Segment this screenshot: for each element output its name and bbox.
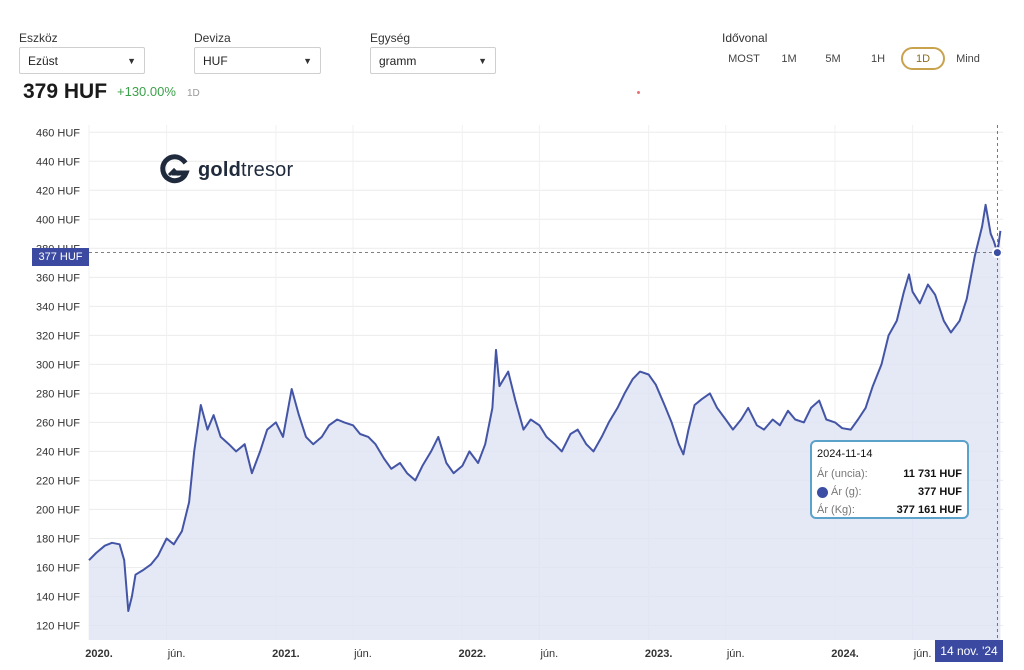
x-tick-label: jún. (726, 648, 745, 660)
y-axis: 120 HUF 140 HUF 160 HUF 180 HUF 200 HUF 220 H… (36, 127, 80, 632)
y-tick-label: 240 HUF (36, 446, 80, 458)
highlight-point (991, 247, 1003, 259)
y-tick-label: 340 HUF (36, 301, 80, 313)
logo-text-bold: gold (198, 158, 242, 181)
timeline-button-most[interactable]: MOST (728, 52, 760, 65)
y-tick-label: 440 HUF (36, 156, 80, 168)
tooltip-value: 11 731 HUF (903, 468, 962, 480)
caret-down-icon: ▼ (127, 55, 136, 66)
tooltip-key: Ár (Kg): (817, 504, 855, 516)
timeline-button-1d[interactable]: 1D (901, 47, 945, 70)
currency-select-value: HUF (203, 53, 228, 68)
logo-text: goldtresor (198, 159, 293, 182)
tooltip-row-kg: Ár (Kg): 377 161 HUF (817, 501, 962, 519)
price-change: +130.00% (117, 84, 176, 99)
x-tick-label: 2024. (831, 648, 859, 660)
y-tick-label: 140 HUF (36, 591, 80, 603)
x-tick-label: 2021. (272, 648, 300, 660)
x-tick-label: 2022. (458, 648, 486, 660)
crosshair-value-label: 377 HUF (32, 248, 89, 266)
tooltip-key: Ár (g): (831, 486, 862, 498)
timeline-button-1m[interactable]: 1M (781, 52, 797, 65)
x-tick-label: jún. (167, 648, 186, 660)
series-dot-icon (817, 486, 828, 498)
timeline-label: Idővonal (722, 31, 768, 45)
unit-label: Egység (370, 31, 411, 45)
x-axis: 2020. jún. 2021. jún. 2022. jún. 2023. jún. 2024… (85, 648, 931, 660)
x-tick-label: jún. (913, 648, 932, 660)
chart-tooltip: 2024-11-14 Ár (uncia): 11 731 HUF Ár (g)… (810, 440, 969, 519)
y-tick-label: 460 HUF (36, 127, 80, 139)
timeline-button-1h[interactable]: 1H (870, 52, 886, 65)
x-tick-label: jún. (539, 648, 558, 660)
y-tick-label: 120 HUF (36, 620, 80, 632)
currency-select[interactable]: HUF ▼ (194, 47, 321, 74)
x-tick-label: 2023. (645, 648, 673, 660)
timeline-button-5m[interactable]: 5M (825, 52, 841, 65)
tooltip-row-gram: Ár (g): 377 HUF (817, 483, 962, 501)
x-tick-label: 2020. (85, 648, 113, 660)
y-tick-label: 360 HUF (36, 272, 80, 284)
y-tick-label: 200 HUF (36, 504, 80, 516)
y-tick-label: 280 HUF (36, 388, 80, 400)
current-price: 379 HUF (23, 80, 108, 103)
tooltip-key: Ár (uncia): (817, 468, 868, 480)
series-line (88, 203, 1002, 612)
asset-label: Eszköz (19, 31, 58, 45)
unit-select[interactable]: gramm ▼ (370, 47, 496, 74)
y-tick-label: 420 HUF (36, 185, 80, 197)
timeline-button-all[interactable]: Mind (956, 52, 980, 65)
period-tag: 1D (187, 88, 200, 99)
y-tick-label: 400 HUF (36, 214, 80, 226)
y-tick-label: 220 HUF (36, 475, 80, 487)
goldtresor-logo: goldtresor (158, 153, 293, 187)
caret-down-icon: ▼ (478, 55, 487, 66)
tooltip-value: 377 HUF (917, 486, 962, 498)
y-tick-label: 320 HUF (36, 330, 80, 342)
asset-select-value: Ezüst (28, 53, 59, 68)
asset-select[interactable]: Ezüst ▼ (19, 47, 145, 74)
y-tick-label: 260 HUF (36, 417, 80, 429)
currency-label: Deviza (194, 31, 231, 45)
tooltip-row-ounce: Ár (uncia): 11 731 HUF (817, 465, 962, 483)
logo-text-rest: tresor (241, 158, 294, 181)
y-tick-label: 160 HUF (36, 562, 80, 574)
series-area (89, 204, 1001, 641)
x-tick-label: jún. (353, 648, 372, 660)
goldtresor-logo-icon (160, 154, 190, 184)
y-tick-label: 180 HUF (36, 533, 80, 545)
unit-select-value: gramm (379, 53, 417, 68)
tooltip-date: 2024-11-14 (817, 448, 873, 460)
crosshair-date-label: 14 nov. '24 (935, 640, 1003, 662)
y-tick-label: 300 HUF (36, 359, 80, 371)
tooltip-value: 377 161 HUF (896, 504, 962, 516)
caret-down-icon: ▼ (303, 55, 312, 66)
status-dot (637, 91, 640, 94)
